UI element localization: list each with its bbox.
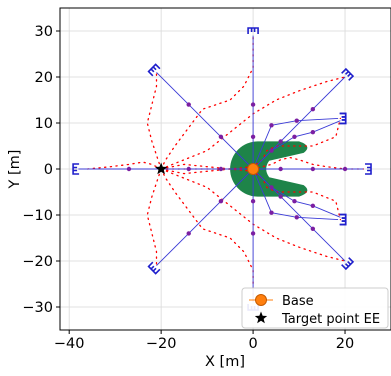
arm-joint [342,166,348,172]
arm-joint [310,203,316,208]
y-tick-label: 30 [35,24,53,40]
arm-gripper [365,163,372,175]
arm-gripper [147,63,161,77]
x-tick-label: −40 [54,336,85,352]
y-tick-label: −20 [22,254,53,270]
arm-joint [250,102,256,107]
trajectory [160,168,254,304]
arm-joint [269,185,274,190]
x-tick-label: 0 [248,336,257,352]
arm-joint [278,139,283,144]
arm-joint [186,231,191,236]
y-tick-label: −10 [22,208,53,224]
y-tick-label: 10 [35,116,53,132]
arm-joint [250,231,256,236]
arm-joint [310,226,316,231]
arm-joint [250,134,256,139]
arm-link [156,168,254,266]
obstacle-shape [230,141,308,197]
base-marker [247,163,260,175]
trajectory [160,34,254,170]
arm-joint [294,118,299,123]
trajectory [160,117,342,175]
arm-joint [218,199,224,204]
trajectory [146,71,162,170]
arm-link [252,117,339,170]
arm-joint [269,210,274,215]
arm-joint [269,123,274,128]
arm-joint [126,166,132,172]
arm-joint [186,166,191,172]
arm-gripper [339,213,347,226]
arm-joint [310,130,316,135]
target-marker [154,162,168,175]
arm-gripper [247,27,259,34]
legend-target-label: Target point EE [281,312,380,327]
arm-link [156,72,254,170]
legend-box [241,287,389,329]
trajectory [146,168,162,267]
arm-joint [310,166,316,172]
arm-joint [292,199,297,204]
trajectory [160,163,342,221]
arm-joint [218,134,224,139]
arm-gripper [147,261,161,275]
arm-joint [186,102,191,107]
arm-joint [294,215,299,220]
x-axis-label: X [m] [205,354,245,370]
arm-joint [250,199,256,204]
arm-joint [218,166,224,172]
ticks: −40 −20 0 20 −30 −20 −10 0 10 20 30 [22,24,354,352]
arms [72,27,372,311]
arm-joint [292,134,297,139]
arm-joint [278,166,283,172]
legend-target-marker [254,311,268,324]
obstacle [230,141,308,197]
arm-gripper [72,163,80,175]
arm-joint [310,107,316,112]
x-tick-label: 20 [336,336,354,352]
y-tick-label: −30 [22,300,53,316]
arm-joint [269,148,274,153]
y-tick-label: 20 [35,70,53,86]
arm-link [252,168,339,221]
legend: Base Target point EE [241,287,389,329]
y-axis-label: Y [m] [7,150,23,190]
legend-base-label: Base [282,294,314,309]
y-tick-label: 0 [44,162,53,178]
arm-gripper [339,112,347,125]
arm-joint [278,194,283,199]
arm-gripper [341,67,355,81]
markers [154,162,260,175]
arm-gripper [341,257,355,271]
legend-base-marker [255,294,267,306]
x-tick-label: −20 [146,336,177,352]
